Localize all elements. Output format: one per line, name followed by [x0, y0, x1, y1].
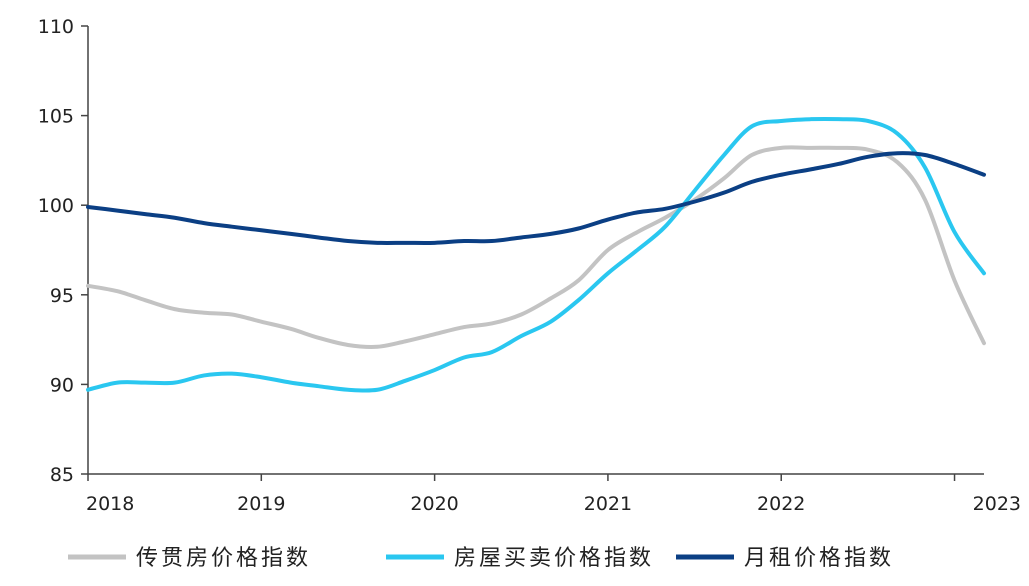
- series-line-rental-price-index: [86, 145, 986, 349]
- series-line-house-price-index: [86, 116, 986, 393]
- series-layer: [86, 116, 986, 393]
- x-tick-label: 2018: [86, 493, 134, 515]
- y-tick-label: 100: [38, 195, 74, 217]
- y-tick-label: 90: [50, 374, 74, 396]
- x-tick-label: 2022: [757, 493, 805, 515]
- y-tick-label: 95: [50, 285, 74, 307]
- y-tick-label: 110: [38, 16, 74, 38]
- legend-label: 房屋买卖价格指数: [454, 546, 654, 571]
- x-tick-label: 2019: [237, 493, 285, 515]
- axes: 85 90 95 100 105 110 2018 2019 2020 2021 2022 2023: [38, 16, 1021, 515]
- legend-item: 月租价格指数: [676, 546, 894, 571]
- legend-label: 传贯房价格指数: [136, 546, 311, 571]
- series-line-monthly-rent-index: [86, 151, 986, 245]
- x-tick-label: 2021: [584, 493, 632, 515]
- legend-label: 月租价格指数: [744, 546, 894, 571]
- legend-item: 传贯房价格指数: [68, 546, 311, 571]
- legend: 传贯房价格指数 房屋买卖价格指数 月租价格指数: [68, 546, 894, 571]
- x-tick-label: 2023: [973, 493, 1021, 515]
- legend-item: 房屋买卖价格指数: [386, 546, 654, 571]
- x-tick-label: 2020: [410, 493, 458, 515]
- y-tick-label: 85: [50, 464, 74, 486]
- y-tick-label: 105: [38, 106, 74, 128]
